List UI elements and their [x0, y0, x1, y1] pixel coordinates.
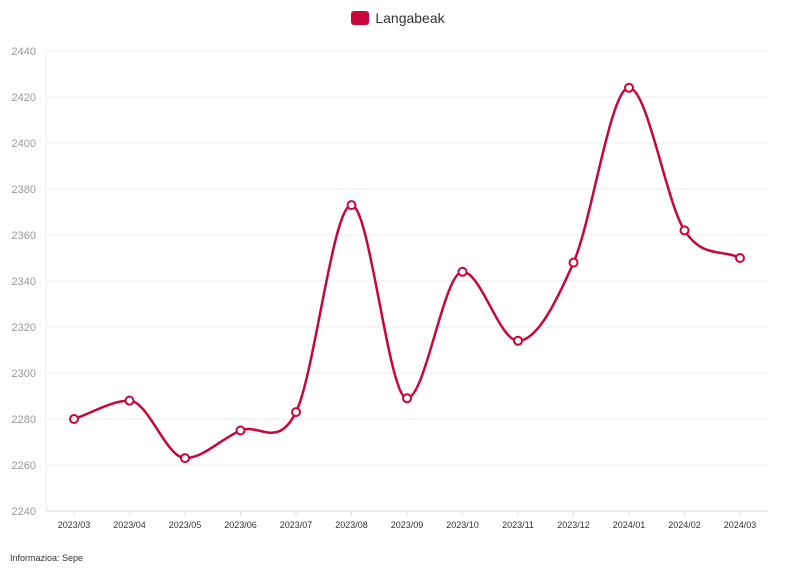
data-point [624, 82, 634, 93]
x-tick-label: 2023/07 [280, 520, 313, 530]
y-tick-label: 2300 [12, 368, 36, 380]
grid-lines [46, 50, 768, 512]
y-tick-label: 2380 [12, 184, 36, 196]
x-tick-label: 2024/01 [613, 520, 646, 530]
y-tick-label: 2280 [12, 414, 36, 426]
data-point [402, 393, 412, 404]
legend-label: Langabeak [375, 10, 445, 26]
x-tick-label: 2023/10 [446, 520, 479, 530]
data-point [124, 395, 135, 406]
data-point [735, 253, 745, 263]
x-tick-label: 2023/09 [391, 520, 424, 530]
x-tick-label: 2023/08 [335, 520, 368, 530]
data-point [235, 425, 246, 436]
x-tick-label: 2023/11 [502, 520, 534, 530]
y-tick-label: 2320 [12, 322, 36, 334]
x-tick-label: 2024/03 [724, 520, 757, 530]
y-tick-label: 2440 [12, 46, 36, 58]
x-axis: 2023/03 2023/04 2023/05 2023/06 2023/07 2023/… [46, 510, 768, 530]
y-tick-label: 2360 [12, 230, 36, 242]
x-tick-label: 2023/06 [224, 520, 257, 530]
source-note: Informazioa: Sepe [10, 553, 84, 563]
data-point [69, 414, 79, 424]
data-point [346, 200, 357, 211]
data-point [457, 266, 468, 277]
data-point [679, 225, 690, 236]
y-axis: 2240 2260 2280 2300 2320 2340 2360 2380 2400 2420… [12, 46, 47, 518]
x-tick-label: 2024/02 [668, 520, 701, 530]
y-tick-label: 2240 [12, 506, 36, 518]
y-tick-label: 2340 [12, 276, 36, 288]
y-tick-label: 2420 [12, 92, 36, 104]
y-tick-label: 2260 [12, 460, 36, 472]
x-tick-label: 2023/03 [58, 520, 91, 530]
data-point [180, 453, 190, 464]
x-tick-label: 2023/04 [113, 520, 146, 530]
data-point [513, 335, 523, 346]
y-tick-label: 2400 [12, 138, 36, 150]
series-layer [69, 82, 745, 464]
x-tick-label: 2023/05 [169, 520, 202, 530]
data-point [568, 257, 579, 268]
legend[interactable]: Langabeak [0, 10, 796, 26]
legend-swatch [351, 11, 370, 25]
x-tick-label: 2023/12 [557, 520, 590, 530]
data-point [291, 407, 301, 418]
